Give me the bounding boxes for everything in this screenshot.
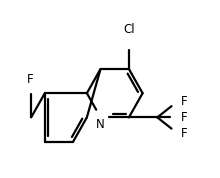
Text: F: F [181, 127, 188, 140]
Text: F: F [181, 95, 188, 108]
Text: F: F [27, 73, 33, 86]
Text: F: F [181, 111, 188, 124]
Text: N: N [96, 118, 105, 131]
Text: Cl: Cl [123, 23, 135, 36]
